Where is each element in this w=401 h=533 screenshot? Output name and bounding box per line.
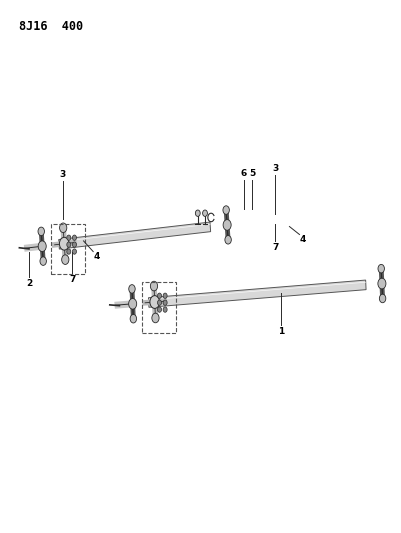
Text: 7: 7 — [271, 243, 278, 252]
Text: 4: 4 — [93, 252, 99, 261]
Circle shape — [59, 223, 67, 232]
Circle shape — [195, 210, 200, 216]
Polygon shape — [59, 222, 210, 249]
Circle shape — [40, 257, 46, 265]
Circle shape — [157, 307, 161, 312]
Text: 4: 4 — [299, 235, 305, 244]
Text: 1: 1 — [277, 327, 284, 336]
Circle shape — [67, 242, 71, 247]
Text: 2: 2 — [26, 279, 32, 288]
Circle shape — [377, 264, 383, 273]
Circle shape — [150, 281, 157, 291]
Circle shape — [157, 300, 161, 305]
Circle shape — [128, 298, 136, 309]
Circle shape — [377, 278, 385, 289]
Circle shape — [163, 293, 167, 298]
Circle shape — [59, 237, 69, 250]
Circle shape — [163, 307, 167, 312]
Circle shape — [72, 249, 76, 254]
Circle shape — [38, 227, 45, 236]
Circle shape — [67, 249, 71, 254]
Bar — [51, 224, 85, 274]
Circle shape — [223, 220, 231, 230]
Bar — [141, 282, 175, 333]
Circle shape — [128, 285, 135, 293]
Circle shape — [150, 296, 159, 309]
Circle shape — [61, 255, 69, 264]
Circle shape — [157, 293, 161, 298]
Circle shape — [152, 313, 159, 323]
Text: 3: 3 — [271, 164, 278, 173]
Text: 6: 6 — [240, 169, 247, 178]
Polygon shape — [148, 280, 365, 308]
Circle shape — [202, 210, 207, 216]
Circle shape — [72, 242, 76, 247]
Circle shape — [224, 236, 231, 244]
Circle shape — [379, 294, 385, 303]
Circle shape — [38, 241, 46, 252]
Circle shape — [163, 300, 167, 305]
Circle shape — [67, 235, 71, 240]
Circle shape — [72, 235, 76, 240]
Text: 8J16  400: 8J16 400 — [19, 20, 83, 33]
Circle shape — [223, 206, 229, 214]
Text: 5: 5 — [249, 169, 255, 178]
Text: 3: 3 — [59, 171, 66, 179]
Text: 7: 7 — [69, 276, 75, 284]
Circle shape — [130, 314, 136, 323]
